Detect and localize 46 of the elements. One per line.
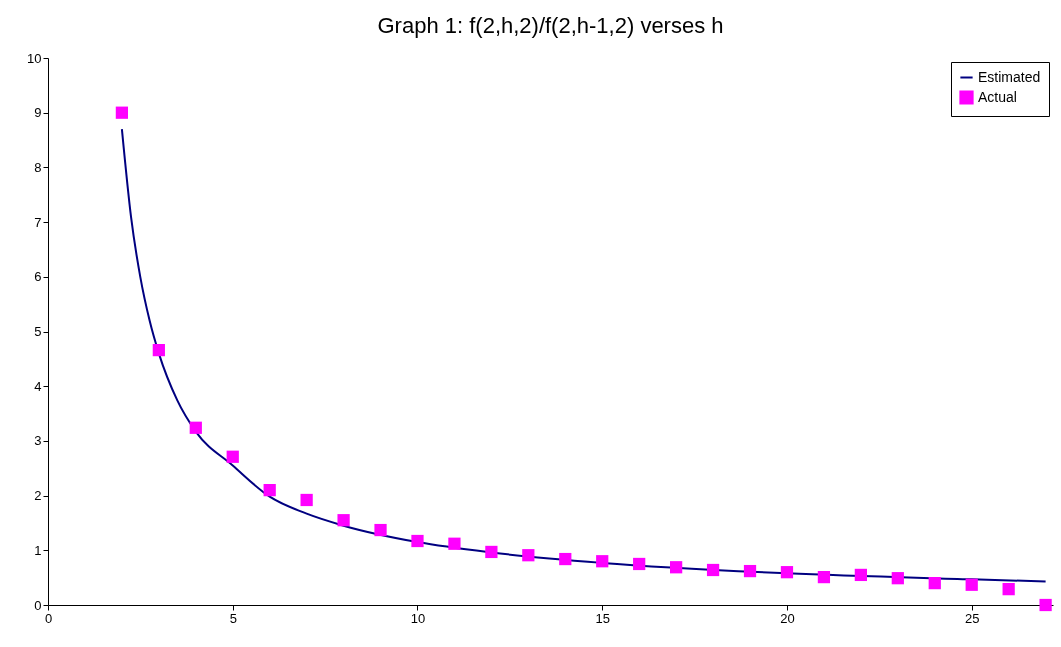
y-tick-label: 0 (34, 597, 42, 613)
point (1002, 583, 1015, 596)
legend-label: Estimated (978, 68, 1041, 85)
x-tick-label: 10 (410, 610, 426, 626)
point (706, 563, 720, 577)
x-tick-label: 25 (964, 610, 980, 626)
x-tick-label: 15 (595, 610, 610, 626)
legend-label: Actual (978, 88, 1017, 105)
y-tick-label: 2 (34, 488, 42, 504)
x-tick-label: 0 (44, 610, 53, 626)
point (485, 545, 498, 559)
point (337, 514, 350, 527)
point (411, 534, 424, 548)
point (854, 568, 867, 582)
point (226, 450, 239, 463)
point (522, 549, 535, 562)
y-tick-label: 4 (34, 378, 42, 394)
point (300, 493, 313, 507)
point (780, 566, 794, 579)
y-tick-label: 7 (34, 214, 42, 230)
y-tick-label: 3 (34, 433, 42, 449)
point (596, 555, 609, 568)
point (152, 343, 165, 357)
point (965, 578, 978, 591)
point (374, 523, 387, 537)
y-tick-label: 10 (27, 50, 42, 66)
point (633, 557, 646, 571)
point (670, 561, 683, 574)
x-tick-label: 20 (780, 610, 795, 626)
point (928, 577, 941, 590)
y-tick-label: 5 (34, 324, 42, 339)
point (891, 572, 904, 585)
y-tick-label: 6 (34, 269, 42, 285)
y-tick-label: 9 (34, 105, 42, 121)
point (559, 552, 572, 566)
point (1039, 598, 1052, 612)
chart-title: Graph 1: f(2,h,2)/f(2,h-1,2) verses h (377, 13, 724, 38)
x-tick-label: 5 (229, 610, 237, 626)
point (115, 106, 129, 119)
point (263, 484, 276, 497)
point (743, 564, 757, 578)
y-tick-label: 1 (34, 542, 42, 558)
y-tick-label: 8 (34, 159, 42, 175)
point (448, 537, 461, 550)
point (817, 570, 831, 584)
point (189, 421, 202, 434)
